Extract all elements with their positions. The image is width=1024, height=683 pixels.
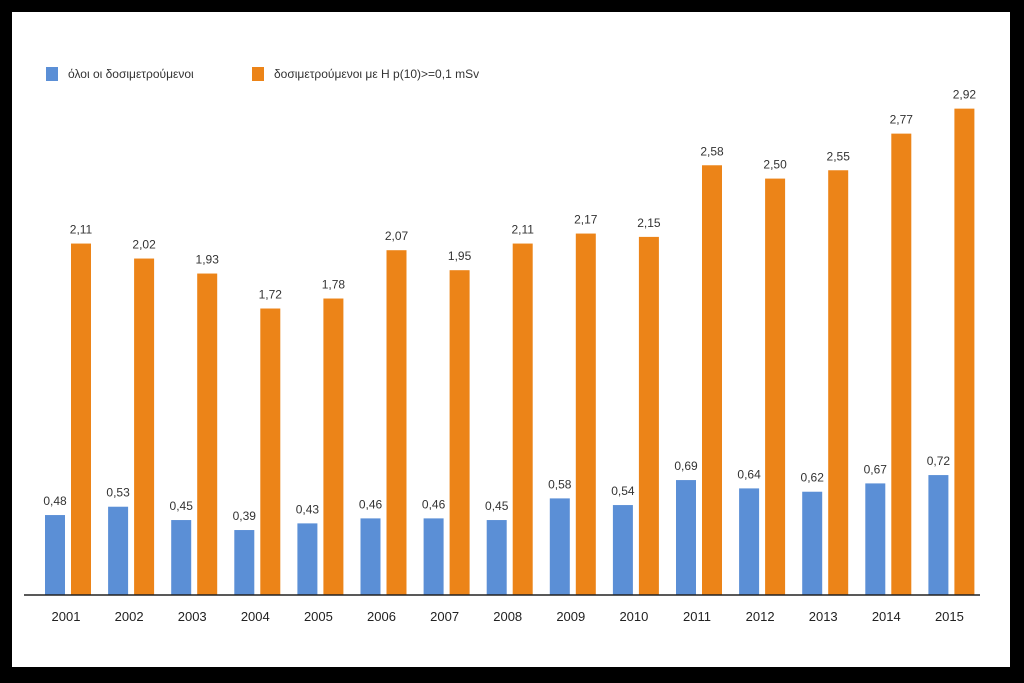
bar-all-2010 (612, 505, 633, 595)
bar-group-2005: 0,43 1,78 2005 (296, 278, 346, 624)
x-tick-label-2001: 2001 (52, 609, 81, 624)
value-label-above-threshold-2002: 2,02 (132, 238, 156, 252)
x-tick-label-2013: 2013 (809, 609, 838, 624)
bar-above-threshold-2007 (449, 270, 470, 595)
value-label-above-threshold-2013: 2,55 (827, 149, 851, 163)
bar-above-threshold-2005 (323, 298, 344, 595)
value-label-all-2004: 0,39 (233, 509, 257, 523)
bar-above-threshold-2001 (71, 243, 91, 595)
bar-group-2009: 0,58 2,17 2009 (548, 213, 598, 624)
bar-all-2014 (865, 483, 886, 595)
legend-label-all: όλοι οι δοσιμετρούμενοι (68, 67, 194, 81)
value-label-all-2002: 0,53 (106, 486, 130, 500)
value-label-all-2015: 0,72 (927, 454, 951, 468)
bar-above-threshold-2003 (197, 273, 218, 595)
x-tick-label-2002: 2002 (115, 609, 144, 624)
bar-above-threshold-2009 (575, 233, 596, 595)
value-label-above-threshold-2015: 2,92 (953, 88, 977, 102)
value-label-above-threshold-2009: 2,17 (574, 213, 598, 227)
bar-all-2005 (297, 523, 318, 595)
legend-swatch-above-threshold (252, 67, 264, 81)
x-tick-label-2014: 2014 (872, 609, 901, 624)
value-label-above-threshold-2006: 2,07 (385, 229, 409, 243)
bar-group-2001: 0,48 2,11 2001 (43, 223, 92, 624)
bar-all-2001 (45, 515, 65, 595)
bar-all-2012 (739, 488, 760, 595)
bar-above-threshold-2008 (512, 243, 533, 595)
chart-frame: όλοι οι δοσιμετρούμενοι δοσιμετρούμενοι … (12, 12, 1010, 667)
bar-group-2008: 0,45 2,11 2008 (485, 223, 534, 624)
bar-group-2010: 0,54 2,15 2010 (611, 216, 661, 624)
x-tick-label-2005: 2005 (304, 609, 333, 624)
bar-all-2004 (234, 530, 255, 595)
value-label-all-2005: 0,43 (296, 502, 320, 516)
value-label-above-threshold-2008: 2,11 (511, 223, 534, 237)
x-tick-label-2015: 2015 (935, 609, 964, 624)
legend-label-above-threshold: δοσιμετρούμενοι με H p(10)>=0,1 mSv (274, 67, 480, 81)
bar-above-threshold-2011 (702, 165, 722, 596)
bar-above-threshold-2012 (765, 178, 786, 595)
value-label-above-threshold-2012: 2,50 (763, 158, 787, 172)
bar-group-2015: 0,72 2,92 2015 (927, 88, 977, 624)
value-label-above-threshold-2003: 1,93 (196, 253, 220, 267)
bar-above-threshold-2015 (954, 108, 975, 595)
bar-group-2004: 0,39 1,72 2004 (233, 288, 283, 624)
bar-group-2012: 0,64 2,50 2012 (737, 158, 787, 624)
bar-all-2007 (423, 518, 444, 595)
bar-above-threshold-2004 (260, 308, 281, 595)
legend-item-all: όλοι οι δοσιμετρούμενοι (46, 67, 194, 81)
bar-group-2011: 0,69 2,58 2011 (674, 144, 724, 624)
bar-group-2014: 0,67 2,77 2014 (864, 113, 914, 624)
x-tick-label-2008: 2008 (493, 609, 522, 624)
value-label-above-threshold-2014: 2,77 (890, 113, 914, 127)
value-label-all-2011: 0,69 (674, 459, 698, 473)
bar-group-2006: 0,46 2,07 2006 (359, 229, 409, 624)
legend-swatch-all (46, 67, 58, 81)
bar-all-2009 (549, 498, 570, 595)
value-label-above-threshold-2010: 2,15 (637, 216, 661, 230)
x-tick-label-2010: 2010 (619, 609, 648, 624)
value-label-all-2010: 0,54 (611, 484, 635, 498)
bar-chart: 0,48 2,11 2001 0,53 2,02 2002 0,45 1,93 2003 0,39… (24, 88, 980, 624)
value-label-above-threshold-2011: 2,58 (700, 144, 724, 158)
value-label-all-2001: 0,48 (43, 494, 67, 508)
x-tick-label-2003: 2003 (178, 609, 207, 624)
bar-above-threshold-2002 (134, 258, 155, 595)
bar-all-2008 (486, 520, 507, 595)
legend-item-above-threshold: δοσιμετρούμενοι με H p(10)>=0,1 mSv (252, 67, 479, 81)
value-label-all-2009: 0,58 (548, 477, 572, 491)
value-label-all-2003: 0,45 (170, 499, 194, 513)
bar-all-2015 (928, 475, 949, 595)
bar-all-2002 (108, 506, 129, 595)
value-label-all-2014: 0,67 (864, 462, 888, 476)
value-label-above-threshold-2007: 1,95 (448, 249, 472, 263)
value-label-above-threshold-2001: 2,11 (70, 223, 93, 237)
value-label-all-2007: 0,46 (422, 497, 446, 511)
value-label-all-2006: 0,46 (359, 497, 383, 511)
x-tick-label-2006: 2006 (367, 609, 396, 624)
bar-all-2006 (360, 518, 381, 595)
value-label-all-2008: 0,45 (485, 499, 509, 513)
bar-group-2013: 0,62 2,55 2013 (801, 149, 851, 624)
x-tick-label-2012: 2012 (746, 609, 775, 624)
bar-group-2007: 0,46 1,95 2007 (422, 249, 472, 624)
bar-all-2013 (802, 491, 823, 595)
x-tick-label-2009: 2009 (556, 609, 585, 624)
x-tick-label-2011: 2011 (683, 609, 711, 624)
bar-all-2003 (171, 520, 192, 595)
value-label-all-2012: 0,64 (737, 467, 761, 481)
value-label-all-2013: 0,62 (801, 471, 825, 485)
bar-above-threshold-2006 (386, 250, 407, 595)
bar-group-2002: 0,53 2,02 2002 (106, 238, 156, 624)
bar-above-threshold-2013 (828, 170, 849, 595)
bar-above-threshold-2010 (638, 236, 659, 595)
bar-all-2011 (676, 480, 696, 595)
x-tick-label-2004: 2004 (241, 609, 270, 624)
bar-group-2003: 0,45 1,93 2003 (170, 253, 220, 624)
bar-above-threshold-2014 (891, 133, 912, 595)
value-label-above-threshold-2005: 1,78 (322, 278, 346, 292)
value-label-above-threshold-2004: 1,72 (259, 288, 283, 302)
x-tick-label-2007: 2007 (430, 609, 459, 624)
